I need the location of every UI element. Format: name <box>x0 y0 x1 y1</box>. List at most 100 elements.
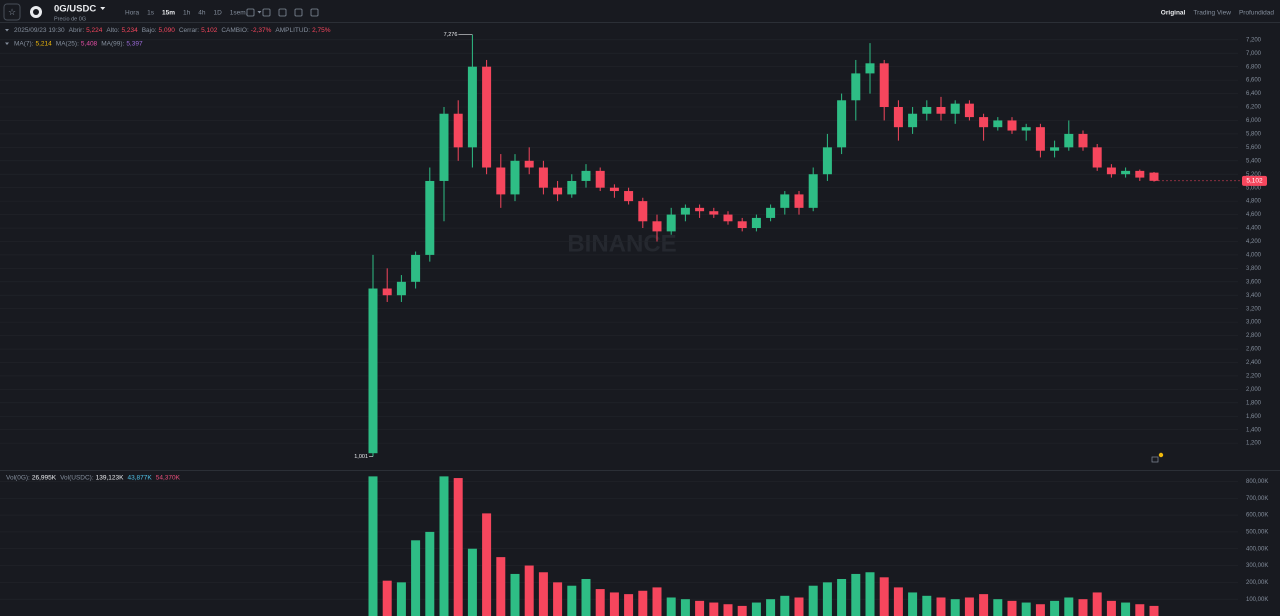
info-value: 5,224 <box>86 27 103 34</box>
tool-icon[interactable] <box>246 8 255 17</box>
pair-title[interactable]: 0G/USDC <box>54 4 96 15</box>
volume-bar <box>893 587 903 616</box>
candle-body <box>1064 133 1074 148</box>
star-icon[interactable]: ☆ <box>8 7 16 17</box>
info-label: Alto: <box>106 27 119 34</box>
ma-value: 5,408 <box>81 41 98 48</box>
volume-bar <box>496 557 506 616</box>
last-price-tag <box>1242 175 1267 186</box>
volume-bar <box>453 478 463 616</box>
watermark: BINANCE <box>567 230 676 257</box>
volume-bar <box>950 599 960 616</box>
candle-body <box>936 107 946 114</box>
candle-body <box>723 214 733 222</box>
candle-body <box>595 170 605 188</box>
candle-body <box>822 147 832 175</box>
candle-body <box>1035 127 1045 151</box>
interval-tab[interactable]: 4h <box>198 10 206 17</box>
ma-caret <box>5 42 9 45</box>
candle-body <box>496 167 506 195</box>
candle-body <box>993 120 1003 128</box>
view-tab[interactable]: Trading View <box>1193 10 1231 17</box>
info-value: 5,090 <box>159 27 176 34</box>
vol-label: Vol(USDC): <box>60 475 94 482</box>
candle-body <box>638 201 648 222</box>
volume-bar <box>666 597 676 616</box>
y-tick-label: 3,800 <box>1246 266 1262 272</box>
candle-body <box>652 221 662 232</box>
volume-bar <box>865 572 875 616</box>
interval-tab[interactable]: 1sem. <box>230 10 248 17</box>
candle-body <box>567 180 577 195</box>
info-label: Bajo: <box>142 27 157 34</box>
y-tick-label: 2,600 <box>1246 347 1262 353</box>
interval-tab[interactable]: Hora <box>125 10 139 17</box>
favorite-button[interactable] <box>3 3 21 21</box>
candle-body <box>1050 147 1060 151</box>
volume-bar <box>439 476 449 616</box>
candle-body <box>538 167 548 188</box>
tool-icon[interactable] <box>278 8 287 17</box>
candle-body <box>581 170 591 181</box>
interval-tab[interactable]: 1s <box>147 10 155 17</box>
volume-bar <box>723 604 733 616</box>
y-tick-label: 3,000 <box>1246 320 1262 326</box>
volume-bar <box>851 573 861 616</box>
y-tick-label: 5,600 <box>1246 145 1262 151</box>
volume-bar <box>411 540 421 616</box>
y-tick-label: 3,400 <box>1246 293 1262 299</box>
tool-icon[interactable] <box>262 8 271 17</box>
ma-label: MA(25): <box>56 41 79 48</box>
candle-body <box>382 288 392 296</box>
candle-body <box>780 194 790 208</box>
y-tick-label: 2,400 <box>1246 360 1262 366</box>
y-tick-label: 5,200 <box>1246 172 1262 178</box>
tool-icon[interactable] <box>294 8 303 17</box>
y-tick-label: 600,00K <box>1246 513 1268 519</box>
volume-bar <box>751 602 761 616</box>
y-tick-label: 800,00K <box>1246 479 1268 485</box>
y-tick-label: 700,00K <box>1246 496 1268 502</box>
interval-tab[interactable]: 15m <box>162 10 175 17</box>
candle-body <box>851 73 861 101</box>
candle-body <box>510 160 520 195</box>
interval-dropdown[interactable] <box>257 11 262 14</box>
view-tab[interactable]: Profundidad <box>1239 10 1274 17</box>
candle-body <box>467 66 477 148</box>
candle-body <box>1021 127 1031 131</box>
volume-bar <box>1064 597 1074 616</box>
candle-body <box>524 160 534 168</box>
info-label: AMPLITUD: <box>275 27 310 34</box>
ma-label: MA(99): <box>101 41 124 48</box>
candle-body <box>737 221 747 229</box>
candle-body <box>751 217 761 229</box>
candle-body <box>865 63 875 74</box>
y-tick-label: 3,200 <box>1246 306 1262 312</box>
interval-tab[interactable]: 1D <box>213 10 222 17</box>
info-value: 2,75% <box>312 27 331 34</box>
candle-body <box>979 117 989 128</box>
volume-bar <box>510 573 520 616</box>
y-tick-label: 3,600 <box>1246 279 1262 285</box>
volume-bar <box>936 597 946 616</box>
vol-value: 54,370K <box>156 475 181 482</box>
candle-body <box>1007 120 1017 131</box>
view-tab[interactable]: Original <box>1161 10 1186 17</box>
high-label: 7,276 <box>444 32 458 38</box>
y-tick-label: 400,00K <box>1246 546 1268 552</box>
y-tick-label: 7,200 <box>1246 37 1262 43</box>
interval-tab[interactable]: 1h <box>183 10 191 17</box>
candle-body <box>837 100 847 148</box>
volume-bar <box>922 595 932 616</box>
candle-body <box>808 174 818 208</box>
candle-body <box>922 107 932 114</box>
candle-body <box>695 207 705 212</box>
info-value: 5,234 <box>121 27 138 34</box>
info-label: Cerrar: <box>179 27 199 34</box>
dropdown-caret[interactable] <box>100 7 106 10</box>
tool-icon[interactable] <box>310 8 319 17</box>
info-caret <box>5 29 9 32</box>
settings-icon[interactable] <box>1151 456 1159 463</box>
y-tick-label: 500,00K <box>1246 529 1268 535</box>
